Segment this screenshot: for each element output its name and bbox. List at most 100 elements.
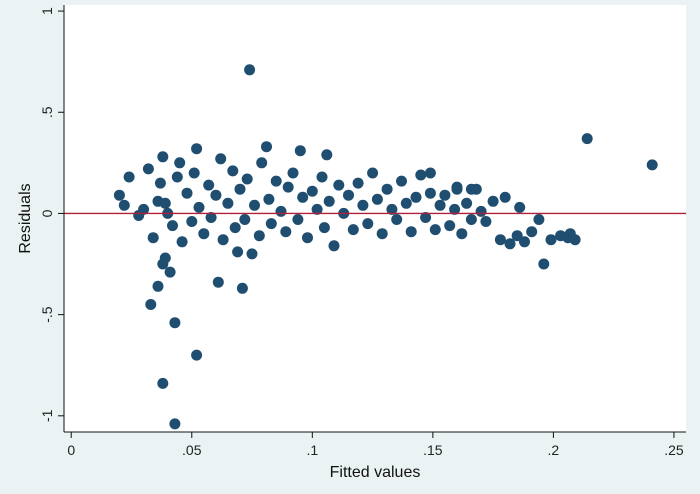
data-point	[142, 163, 154, 175]
data-point	[439, 189, 451, 201]
data-point	[203, 179, 215, 191]
data-point	[321, 149, 333, 161]
data-point	[499, 191, 511, 203]
data-point	[169, 418, 181, 430]
data-point	[261, 141, 272, 153]
data-point	[494, 234, 506, 246]
data-point	[297, 191, 309, 203]
data-point	[371, 193, 383, 205]
data-point	[381, 183, 393, 195]
x-axis-title: Fitted values	[330, 464, 421, 481]
data-point	[461, 197, 473, 209]
data-point	[386, 203, 398, 215]
y-tick-label: 1	[39, 7, 55, 15]
data-point	[246, 248, 258, 260]
data-point	[234, 183, 246, 195]
data-point	[287, 167, 299, 179]
data-point	[241, 173, 253, 185]
data-point	[376, 228, 388, 240]
data-point	[193, 201, 205, 213]
data-point	[323, 195, 335, 207]
data-point	[347, 224, 359, 236]
data-point	[526, 226, 538, 238]
data-point	[222, 197, 234, 209]
data-point	[239, 214, 251, 225]
data-point	[217, 234, 229, 246]
data-point	[357, 199, 369, 211]
data-point	[475, 205, 487, 217]
data-point	[157, 151, 169, 163]
y-tick-label: -1	[39, 409, 55, 422]
y-tick-label: .5	[39, 106, 55, 118]
x-tick-label: 0	[67, 442, 75, 458]
data-point	[147, 232, 159, 244]
data-point	[212, 276, 224, 288]
data-point	[229, 222, 241, 234]
data-point	[400, 197, 412, 209]
data-point	[424, 187, 436, 199]
data-point	[294, 145, 306, 157]
data-point	[514, 201, 526, 213]
data-point	[410, 191, 422, 203]
y-tick-label: 0	[39, 209, 55, 217]
data-point	[444, 220, 456, 232]
y-tick-label: -.5	[39, 306, 55, 323]
data-point	[424, 167, 436, 179]
data-point	[138, 203, 150, 215]
data-point	[545, 234, 557, 246]
data-point	[159, 197, 171, 209]
data-point	[256, 157, 268, 169]
data-point	[275, 205, 287, 217]
data-point	[123, 171, 135, 183]
data-point	[504, 238, 516, 250]
x-tick-label: .1	[306, 442, 318, 458]
data-point	[282, 181, 294, 193]
data-point	[415, 169, 427, 181]
data-point	[292, 214, 304, 225]
data-point	[265, 218, 277, 230]
data-point	[253, 230, 265, 242]
data-point	[210, 189, 222, 201]
x-tick-label: .2	[548, 442, 560, 458]
data-point	[244, 64, 256, 76]
data-point	[318, 222, 330, 234]
data-point	[154, 177, 166, 189]
x-axis-ticks: 0 .05 .1 .15 .2 .25	[67, 432, 684, 458]
data-point	[249, 199, 260, 211]
data-point	[456, 228, 468, 240]
data-point	[449, 203, 461, 215]
data-point	[434, 199, 446, 211]
data-point	[236, 282, 248, 294]
data-point	[145, 299, 157, 310]
data-point	[306, 185, 318, 197]
data-point	[581, 133, 593, 145]
data-point	[391, 214, 403, 225]
data-point	[186, 216, 198, 227]
data-point	[227, 165, 239, 177]
data-point	[113, 189, 125, 201]
data-point	[171, 171, 183, 183]
data-point	[564, 228, 576, 240]
data-point	[511, 230, 523, 242]
data-point	[263, 193, 275, 205]
data-point	[176, 236, 188, 248]
data-point	[451, 183, 463, 195]
data-point	[169, 317, 181, 329]
data-point	[352, 177, 364, 189]
data-point	[311, 203, 323, 215]
data-point	[465, 183, 477, 195]
data-point	[164, 266, 176, 278]
data-point	[215, 153, 227, 165]
data-point	[280, 226, 292, 238]
data-point	[270, 175, 282, 187]
data-point	[302, 232, 313, 244]
data-point	[420, 212, 432, 223]
data-point	[152, 280, 164, 292]
data-point	[118, 199, 130, 211]
y-axis-ticks: -1 -.5 0 .5 1	[39, 7, 64, 422]
data-point	[188, 167, 200, 179]
data-point	[362, 218, 374, 230]
data-point	[538, 258, 550, 270]
data-point	[174, 157, 186, 169]
